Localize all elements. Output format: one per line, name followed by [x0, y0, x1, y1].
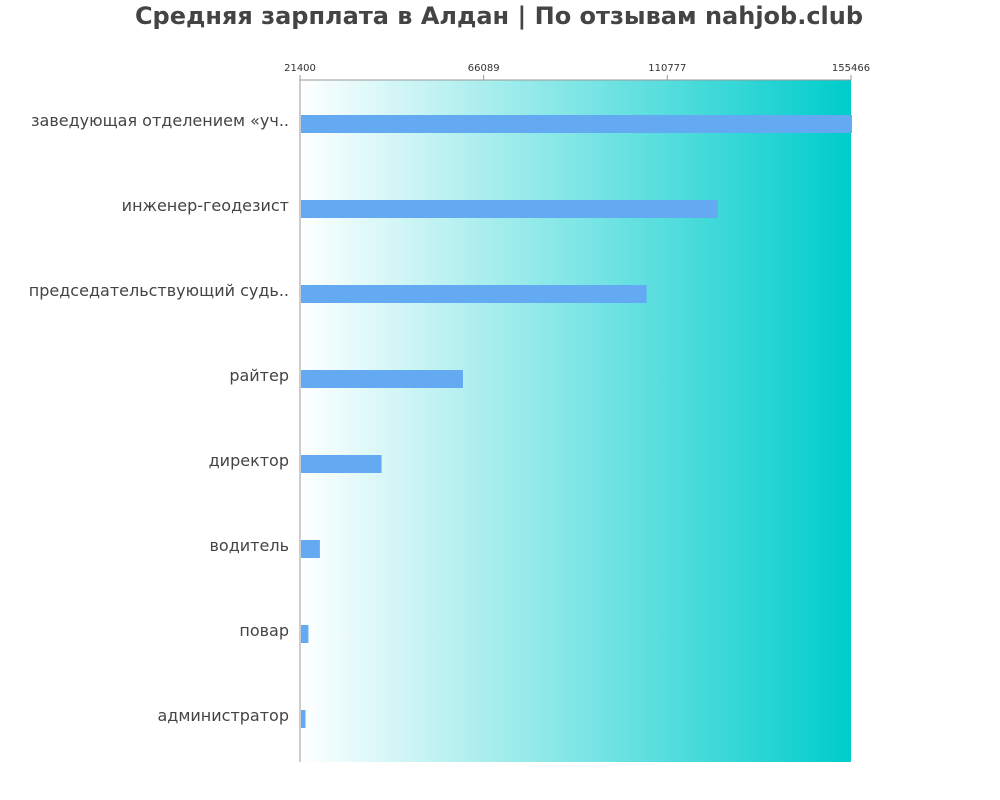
category-label: водитель: [210, 536, 290, 555]
bar: [301, 200, 718, 218]
bar: [301, 285, 647, 303]
x-tick-label: 110777: [648, 63, 686, 74]
plot-background: [300, 80, 851, 762]
x-tick-label: 155466: [832, 63, 870, 74]
category-label: повар: [239, 621, 289, 640]
category-label: заведующая отделением «уч..: [31, 111, 289, 130]
category-label: инженер-геодезист: [122, 196, 289, 215]
category-label: председательствующий судь..: [29, 281, 289, 300]
category-labels: заведующая отделением «уч.. инженер-геоде…: [29, 111, 289, 725]
bar: [301, 115, 852, 133]
x-axis-ticks: 21400 66089 110777 155466: [284, 63, 870, 80]
category-label: райтер: [229, 366, 289, 385]
category-label: администратор: [157, 706, 289, 725]
x-tick-label: 21400: [284, 63, 316, 74]
bar: [301, 455, 382, 473]
chart-title: Средняя зарплата в Алдан | По отзывам na…: [135, 2, 863, 30]
bar: [301, 710, 306, 728]
x-tick-label: 66089: [468, 63, 500, 74]
bar: [301, 540, 320, 558]
bar: [301, 625, 309, 643]
bars: [301, 115, 852, 728]
category-label: директор: [209, 451, 289, 470]
bar: [301, 370, 463, 388]
